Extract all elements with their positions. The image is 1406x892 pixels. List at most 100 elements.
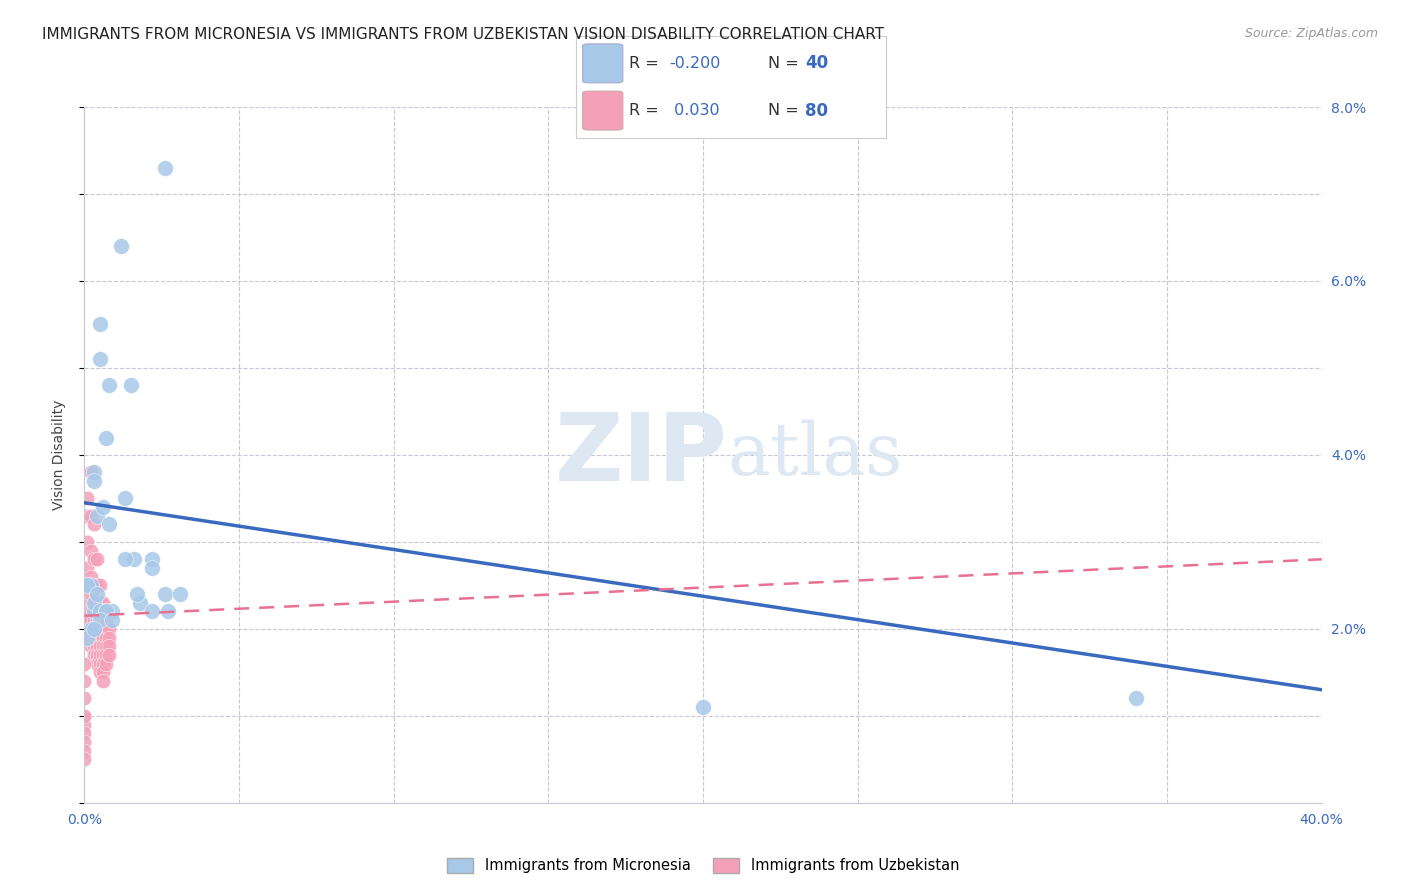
Point bbox=[86, 639, 108, 653]
Point bbox=[76, 508, 98, 523]
Text: atlas: atlas bbox=[728, 419, 903, 491]
Point bbox=[89, 648, 111, 662]
Point bbox=[73, 735, 96, 749]
Point bbox=[86, 587, 108, 601]
Point bbox=[89, 578, 111, 592]
Point bbox=[79, 587, 101, 601]
Point bbox=[79, 631, 101, 645]
Point bbox=[79, 622, 101, 636]
Point bbox=[83, 648, 105, 662]
Point bbox=[86, 508, 108, 523]
Point bbox=[110, 239, 132, 253]
Point bbox=[79, 605, 101, 619]
Point bbox=[73, 752, 96, 766]
Point bbox=[94, 648, 117, 662]
Point bbox=[79, 466, 101, 480]
Point bbox=[98, 517, 121, 532]
Point bbox=[76, 631, 98, 645]
Point bbox=[94, 639, 117, 653]
Point bbox=[76, 578, 98, 592]
Point bbox=[114, 552, 136, 566]
Point bbox=[169, 587, 191, 601]
Point bbox=[153, 587, 176, 601]
Point bbox=[91, 631, 114, 645]
Point bbox=[86, 657, 108, 671]
Point bbox=[94, 622, 117, 636]
Point bbox=[83, 578, 105, 592]
Point bbox=[89, 352, 111, 367]
Point bbox=[86, 631, 108, 645]
Point bbox=[94, 657, 117, 671]
Point bbox=[89, 639, 111, 653]
Point bbox=[79, 613, 101, 627]
Point bbox=[114, 491, 136, 506]
Text: ZIP: ZIP bbox=[555, 409, 728, 501]
Point bbox=[89, 596, 111, 610]
Point bbox=[101, 613, 124, 627]
Point bbox=[73, 708, 96, 723]
Point bbox=[1125, 691, 1147, 706]
Point bbox=[89, 613, 111, 627]
Y-axis label: Vision Disability: Vision Disability bbox=[52, 400, 66, 510]
Point bbox=[83, 466, 105, 480]
FancyBboxPatch shape bbox=[582, 44, 623, 83]
Point bbox=[692, 700, 714, 714]
Point bbox=[79, 508, 101, 523]
Point bbox=[98, 378, 121, 392]
Point bbox=[120, 378, 142, 392]
Point bbox=[73, 674, 96, 689]
Point bbox=[79, 543, 101, 558]
Point bbox=[86, 552, 108, 566]
Point bbox=[89, 605, 111, 619]
Point bbox=[79, 578, 101, 592]
Point bbox=[153, 161, 176, 175]
Point bbox=[94, 605, 117, 619]
Point bbox=[76, 605, 98, 619]
Point bbox=[83, 596, 105, 610]
Point bbox=[83, 639, 105, 653]
Point bbox=[91, 500, 114, 514]
Point bbox=[94, 631, 117, 645]
Point bbox=[141, 605, 163, 619]
Point bbox=[156, 605, 179, 619]
Point bbox=[86, 605, 108, 619]
Point bbox=[89, 622, 111, 636]
Text: 80: 80 bbox=[806, 102, 828, 120]
Point bbox=[86, 622, 108, 636]
Point bbox=[129, 596, 152, 610]
Point bbox=[141, 552, 163, 566]
Point bbox=[73, 726, 96, 740]
Point bbox=[89, 605, 111, 619]
Point bbox=[91, 648, 114, 662]
Point bbox=[76, 535, 98, 549]
Point bbox=[89, 613, 111, 627]
Point bbox=[73, 717, 96, 731]
Text: IMMIGRANTS FROM MICRONESIA VS IMMIGRANTS FROM UZBEKISTAN VISION DISABILITY CORRE: IMMIGRANTS FROM MICRONESIA VS IMMIGRANTS… bbox=[42, 27, 884, 42]
Point bbox=[98, 622, 121, 636]
Point bbox=[79, 570, 101, 584]
Point bbox=[83, 474, 105, 488]
Text: 40: 40 bbox=[806, 54, 828, 72]
Point bbox=[89, 657, 111, 671]
Point bbox=[76, 596, 98, 610]
Point bbox=[91, 674, 114, 689]
Point bbox=[98, 639, 121, 653]
Point bbox=[91, 622, 114, 636]
Point bbox=[83, 552, 105, 566]
Point bbox=[83, 605, 105, 619]
Point bbox=[83, 622, 105, 636]
Point bbox=[91, 639, 114, 653]
Text: N =: N = bbox=[768, 103, 804, 118]
Point bbox=[83, 605, 105, 619]
Point bbox=[86, 648, 108, 662]
Point bbox=[76, 631, 98, 645]
Point bbox=[94, 431, 117, 445]
Point bbox=[83, 631, 105, 645]
Point bbox=[91, 613, 114, 627]
Point bbox=[83, 517, 105, 532]
Point bbox=[73, 708, 96, 723]
Point bbox=[125, 587, 148, 601]
Point bbox=[73, 744, 96, 758]
Legend: Immigrants from Micronesia, Immigrants from Uzbekistan: Immigrants from Micronesia, Immigrants f… bbox=[441, 852, 965, 879]
Point bbox=[91, 665, 114, 680]
